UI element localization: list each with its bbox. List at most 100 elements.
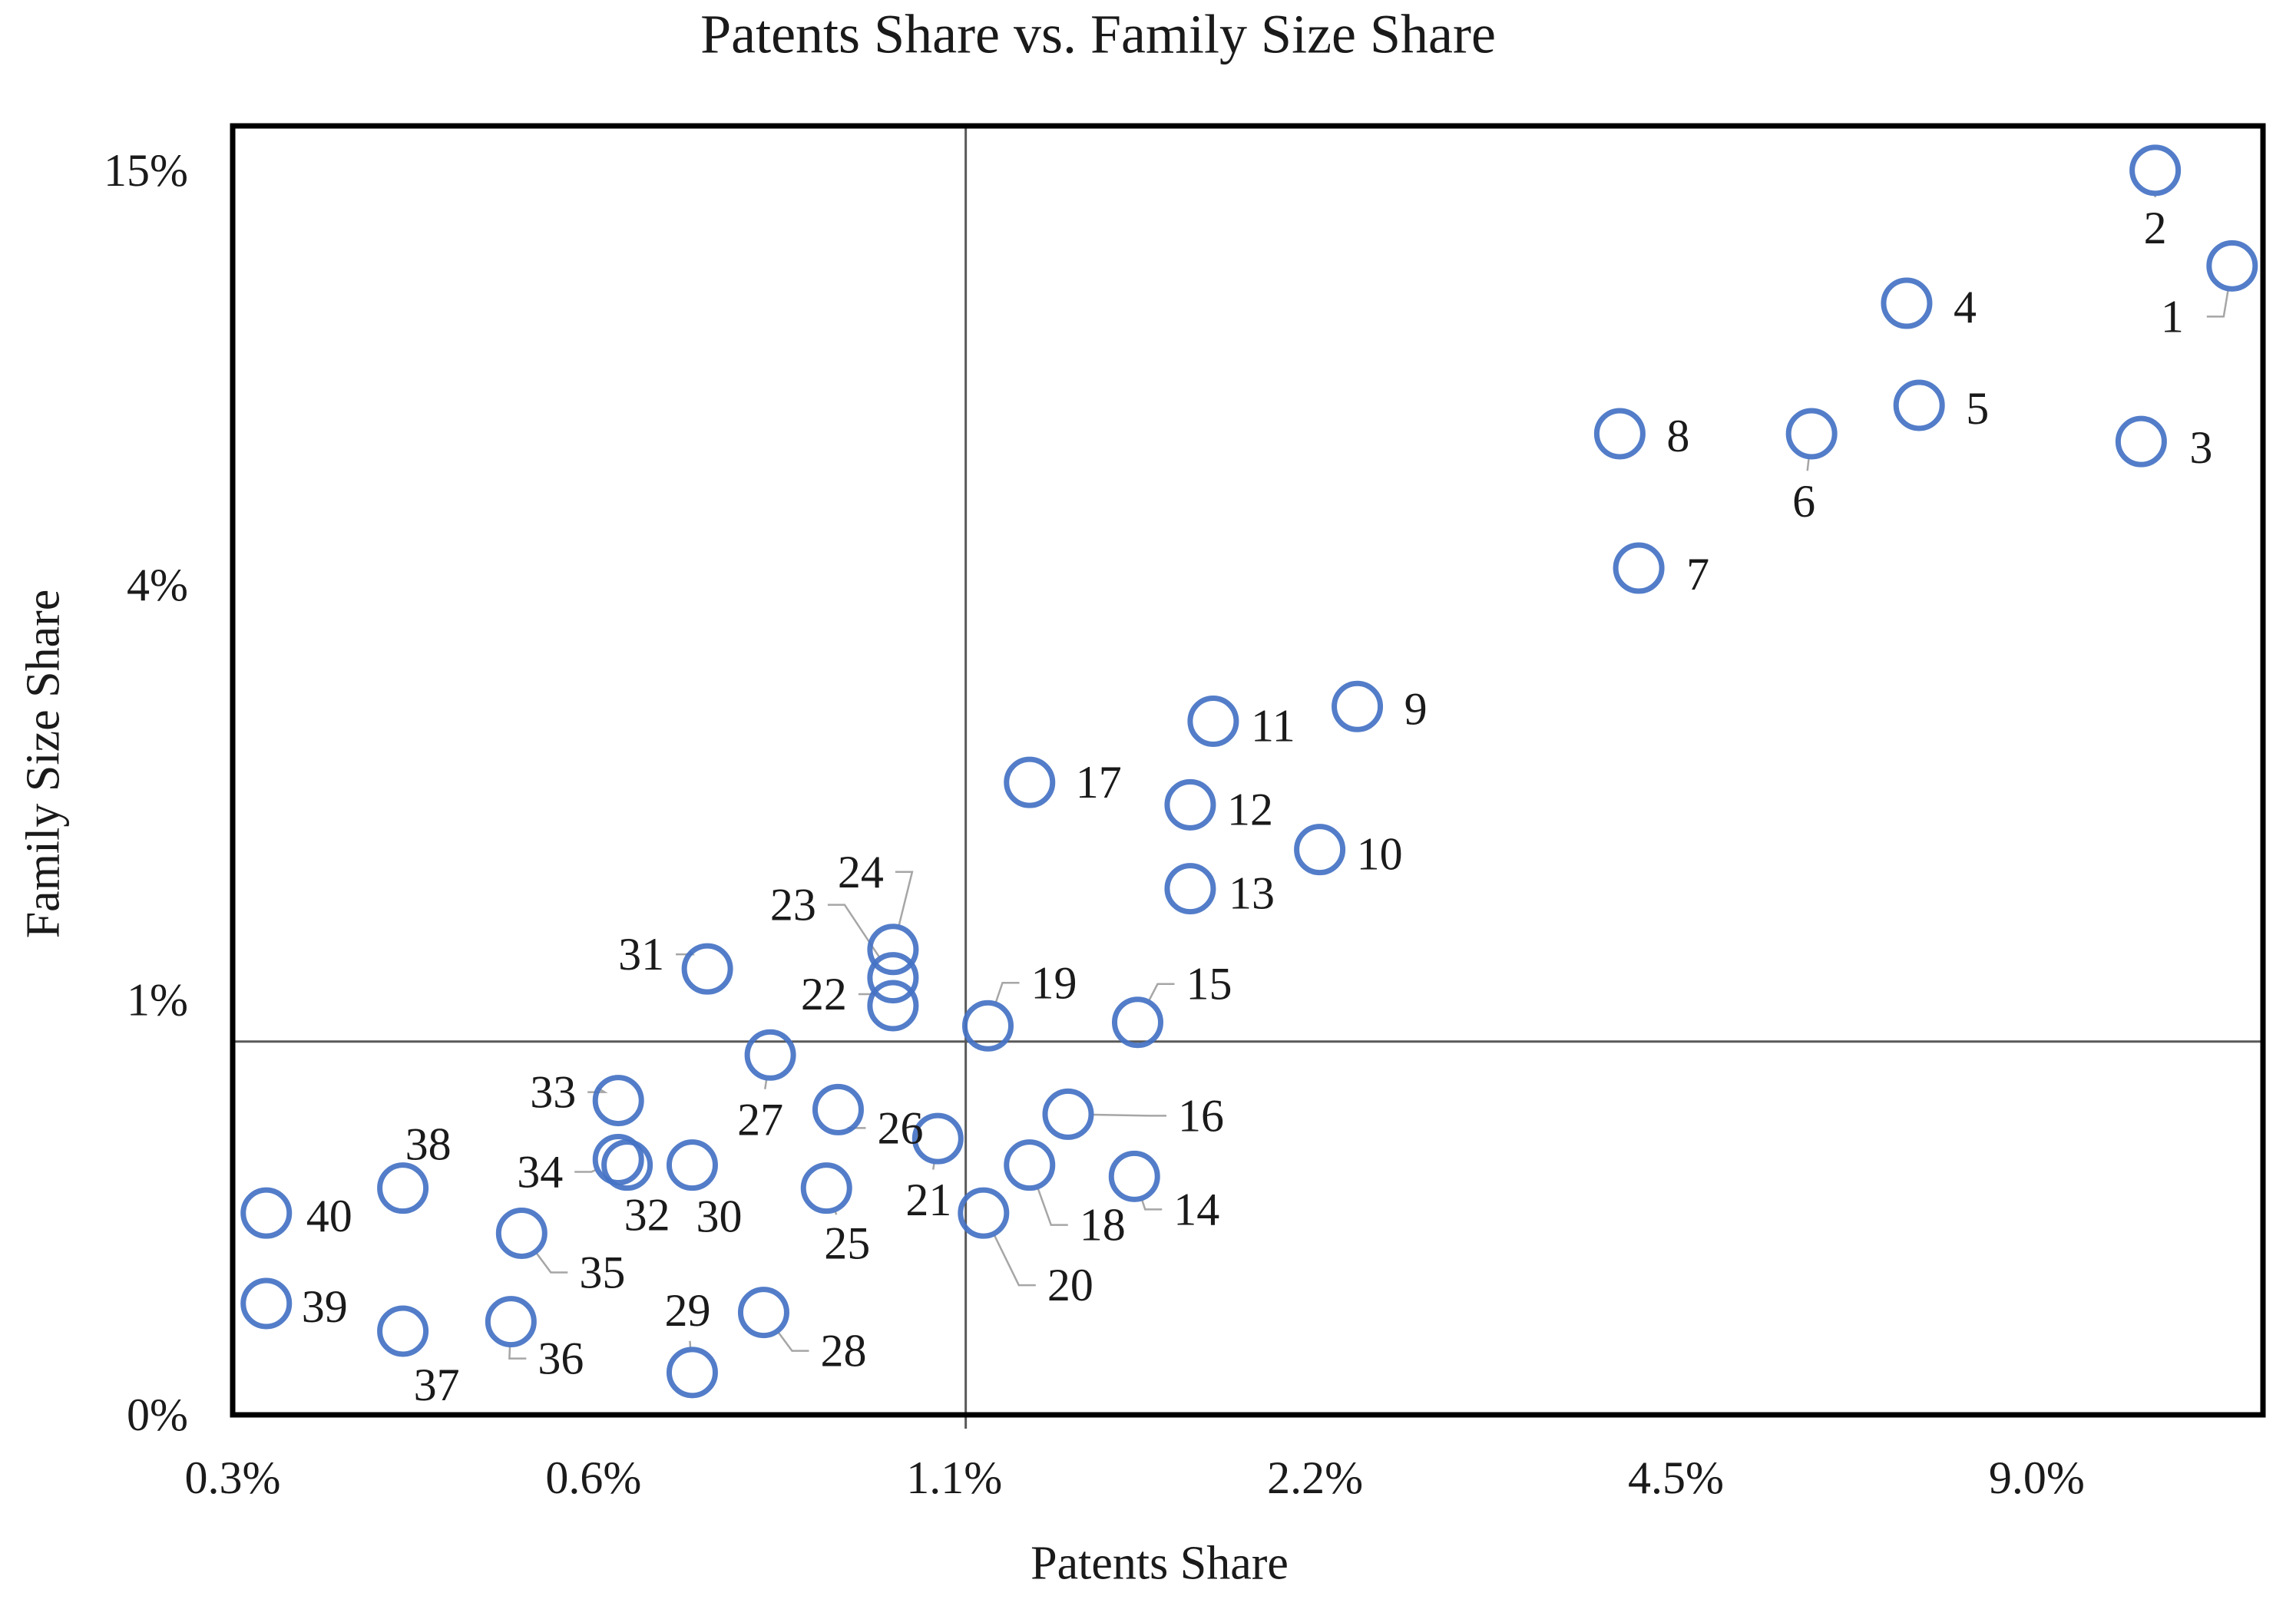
data-point-marker [1881,277,1933,329]
y-axis-tick-label: 15% [104,145,188,196]
data-point-marker [592,1133,644,1185]
data-point-label: 36 [538,1333,584,1384]
leader-line [827,904,880,957]
data-point-marker [2206,240,2258,292]
leader-line [1806,458,1810,471]
data-point-label: 33 [530,1067,576,1118]
leader-line [778,1332,809,1352]
data-point-marker [961,1000,1014,1052]
leader-line [1141,1200,1163,1211]
data-point-marker [1785,408,1838,460]
data-point-label: 19 [1031,957,1077,1008]
data-point-marker [1108,1150,1160,1202]
data-point-label: 14 [1173,1184,1219,1234]
data-point-marker [1187,695,1239,747]
data-point-marker [377,1162,429,1214]
leader-line [932,1163,935,1170]
data-point-marker [2129,144,2182,197]
data-point-marker [800,1162,852,1214]
data-point-label: 21 [905,1175,951,1225]
data-point-marker [744,1029,796,1081]
data-point-marker [1112,996,1164,1049]
data-point-label: 23 [770,880,816,930]
data-point-marker [1042,1088,1094,1140]
data-point-marker [911,1112,964,1165]
data-point-marker [867,924,919,976]
x-axis-tick-label: 1.1% [906,1452,1002,1503]
leader-line [1037,1188,1068,1226]
data-point-label: 29 [664,1285,710,1336]
data-point-marker [1593,408,1646,460]
data-point-marker [737,1287,789,1339]
data-point-marker [867,952,919,1004]
data-point-label: 7 [1686,549,1709,600]
data-point-label: 20 [1047,1260,1093,1310]
data-point-label: 27 [737,1094,783,1145]
leader-line [2206,290,2229,318]
x-axis-tick-label: 2.2% [1267,1452,1363,1503]
chart-title: Patents Share vs. Family Size Share [700,3,1496,65]
data-point-marker [681,943,733,995]
leader-line [994,1235,1036,1287]
data-point-label: 40 [306,1191,352,1241]
data-point-label: 26 [877,1102,923,1153]
data-point-marker [812,1083,864,1135]
data-point-label: 12 [1227,784,1273,834]
data-point-marker [377,1305,429,1357]
leader-line [1148,983,1175,1001]
leader-line [536,1253,568,1274]
data-point-label: 3 [2189,422,2212,473]
x-axis-tick-label: 9.0% [1989,1452,2085,1503]
y-axis-tick-label: 1% [127,975,188,1026]
x-axis-tick-label: 0.3% [185,1452,281,1503]
data-point-marker [240,1277,293,1330]
data-point-label: 15 [1186,959,1232,1010]
data-point-marker [958,1187,1010,1239]
data-point-marker [666,1347,718,1399]
data-point-label: 32 [624,1190,670,1241]
data-point-label: 11 [1251,700,1295,751]
data-point-label: 39 [302,1281,348,1332]
data-point-label: 24 [838,847,884,897]
data-point-marker [240,1187,293,1239]
data-point-marker [601,1139,653,1191]
data-point-label: 35 [579,1247,625,1297]
data-point-label: 9 [1404,683,1428,734]
leader-line [834,1211,838,1215]
data-point-marker [1893,379,1945,431]
data-point-marker [2115,415,2167,468]
leader-line [763,1079,768,1089]
data-point-label: 17 [1076,757,1122,808]
plot-border [230,123,2266,1418]
data-point-label: 22 [801,969,847,1019]
data-point-marker [1164,778,1216,831]
data-point-label: 18 [1080,1200,1126,1251]
y-axis-title: Family Size Share [17,589,70,939]
x-axis-title: Patents Share [1031,1537,1289,1590]
data-point-label: 13 [1229,868,1275,919]
data-point-label: 2 [2144,203,2167,253]
data-point-marker [485,1296,537,1348]
data-point-marker [495,1207,548,1259]
leader-line [508,1347,527,1360]
leader-line [994,982,1020,1003]
data-point-marker [1332,680,1384,732]
data-point-label: 1 [2161,291,2184,342]
data-point-marker [1164,863,1216,915]
data-point-label: 31 [618,929,664,980]
data-point-marker [1613,542,1665,594]
data-point-label: 28 [820,1326,866,1376]
y-axis-tick-label: 4% [127,560,188,610]
data-point-label: 10 [1357,829,1403,880]
data-point-label: 6 [1792,476,1815,527]
data-point-label: 16 [1178,1090,1224,1141]
leader-line [895,871,914,926]
data-point-label: 8 [1666,411,1689,461]
data-point-label: 37 [414,1360,460,1410]
data-point-label: 34 [517,1146,563,1197]
data-point-marker [666,1139,718,1191]
data-point-label: 5 [1966,383,1989,434]
data-point-marker [867,980,919,1032]
